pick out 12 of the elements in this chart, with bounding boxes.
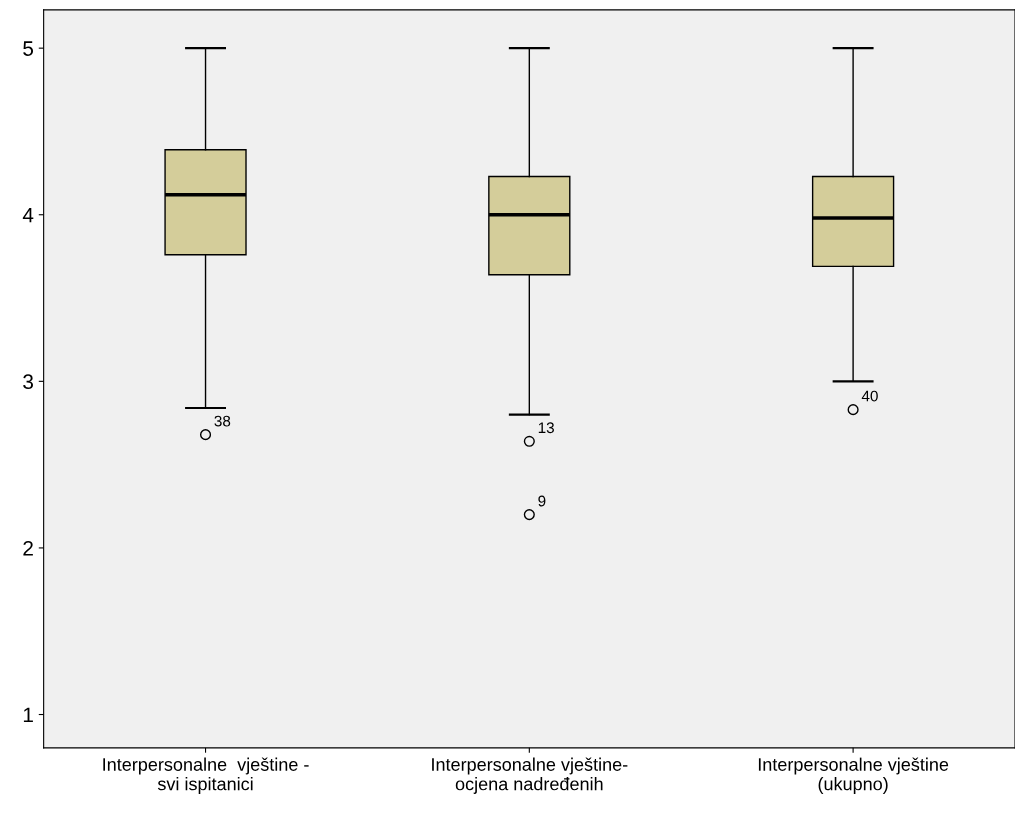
- y-tick-label: 1: [23, 707, 33, 723]
- x-tick-label: Interpersonalne vještine (ukupno): [758, 757, 949, 794]
- y-tick-label: 5: [23, 41, 34, 56]
- annotation: 13: [538, 422, 554, 434]
- y-tick-label: 2: [23, 540, 33, 556]
- y-tick-label: 4: [22, 207, 34, 223]
- y-tick-label: 3: [23, 374, 34, 390]
- annotation: 40: [861, 390, 878, 402]
- annotation: 9: [538, 495, 546, 507]
- x-tick-label: Interpersonalne vještine - svi ispitanici: [103, 757, 309, 794]
- annotation: 38: [214, 415, 231, 427]
- x-tick-label: Interpersonalne vještine- ocjena nadređenih: [432, 757, 628, 794]
